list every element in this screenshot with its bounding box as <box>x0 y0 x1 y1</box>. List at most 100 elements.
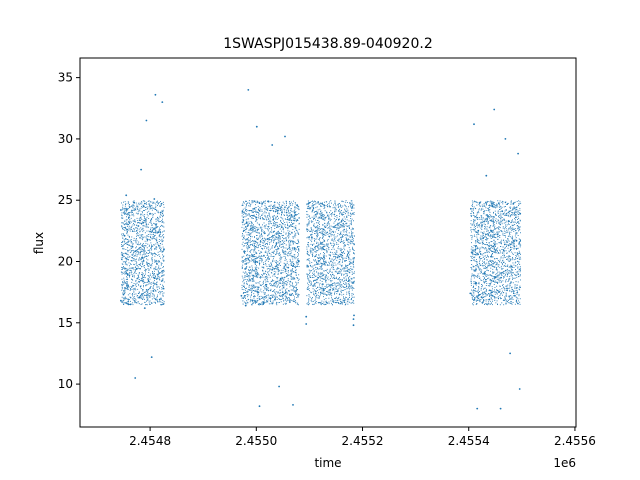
data-point <box>279 277 282 280</box>
data-point <box>305 315 308 318</box>
data-point <box>146 238 149 241</box>
data-point <box>258 405 261 408</box>
data-point <box>261 203 263 205</box>
data-point <box>496 233 499 236</box>
data-point <box>515 239 518 242</box>
data-point <box>284 135 286 138</box>
data-point <box>156 263 158 265</box>
y-tick-label: 15 <box>58 316 73 330</box>
data-point <box>504 138 507 140</box>
data-point <box>158 298 161 301</box>
data-point <box>282 293 285 296</box>
data-point <box>290 214 293 216</box>
data-point <box>352 324 355 327</box>
data-point <box>274 298 276 301</box>
data-point <box>488 298 491 301</box>
y-tick-label: 30 <box>58 132 73 146</box>
data-point <box>161 101 164 103</box>
data-point <box>518 388 521 390</box>
data-point <box>134 377 137 379</box>
data-point <box>122 293 125 296</box>
data-point <box>157 231 160 234</box>
data-point <box>150 356 153 358</box>
data-point <box>517 152 519 155</box>
data-point <box>501 210 504 213</box>
data-point <box>486 215 489 218</box>
data-point <box>255 125 258 128</box>
data-point <box>285 211 288 214</box>
data-point <box>287 266 290 269</box>
data-point <box>162 287 165 290</box>
data-point <box>254 261 257 264</box>
data-point <box>271 144 274 146</box>
data-point <box>499 407 502 410</box>
x-tick-label: 2.4548 <box>129 434 171 448</box>
data-point <box>126 274 129 276</box>
x-tick-label: 2.4552 <box>342 434 384 448</box>
data-point <box>265 283 268 286</box>
data-point <box>297 260 300 263</box>
data-point <box>262 302 265 305</box>
data-point <box>140 168 143 171</box>
data-point <box>483 272 486 275</box>
plot-area <box>80 58 576 427</box>
y-tick-label: 25 <box>58 193 73 207</box>
data-point <box>244 304 247 307</box>
data-point <box>480 296 483 298</box>
data-point <box>243 250 246 253</box>
data-point <box>519 212 522 215</box>
data-point <box>292 404 294 406</box>
chart-title: 1SWASPJ015438.89-040920.2 <box>223 36 432 52</box>
data-point <box>280 226 283 229</box>
data-point <box>240 294 243 297</box>
plot-frame <box>79 57 577 428</box>
data-point <box>473 123 475 126</box>
data-point <box>293 247 296 249</box>
data-point <box>510 265 513 268</box>
data-point <box>477 230 480 232</box>
data-point <box>142 205 145 208</box>
data-point <box>141 256 144 259</box>
data-point <box>288 301 291 303</box>
x-axis-offset-label: 1e6 <box>553 456 576 470</box>
data-point <box>514 294 516 297</box>
data-point <box>469 292 472 295</box>
data-point <box>507 220 510 222</box>
data-point <box>512 203 515 205</box>
data-point <box>120 299 122 302</box>
data-point <box>474 282 477 285</box>
data-point <box>267 200 269 203</box>
data-point <box>305 323 308 325</box>
data-point <box>129 303 132 306</box>
data-point <box>295 290 297 292</box>
data-point <box>137 225 140 227</box>
data-point <box>485 174 488 177</box>
data-point <box>145 119 148 122</box>
data-point <box>153 198 156 200</box>
data-point <box>476 407 479 410</box>
data-point <box>502 249 505 252</box>
data-point <box>121 254 124 257</box>
data-point <box>135 268 138 270</box>
data-point <box>154 93 157 96</box>
data-point <box>482 237 484 240</box>
data-point <box>278 385 280 388</box>
data-point <box>353 314 355 317</box>
data-point <box>498 291 500 293</box>
x-tick-label: 2.4556 <box>554 434 596 448</box>
data-point <box>493 108 496 111</box>
data-point <box>125 194 128 197</box>
data-point <box>249 279 251 281</box>
data-point <box>147 280 150 282</box>
data-point <box>259 241 262 243</box>
data-point <box>159 211 162 214</box>
data-point <box>241 210 244 213</box>
data-point <box>149 212 152 215</box>
data-point <box>152 290 155 292</box>
data-point <box>269 297 272 300</box>
data-point <box>470 207 472 210</box>
x-axis-label: time <box>314 456 341 470</box>
data-point <box>133 201 136 204</box>
y-axis-label: flux <box>32 232 46 254</box>
